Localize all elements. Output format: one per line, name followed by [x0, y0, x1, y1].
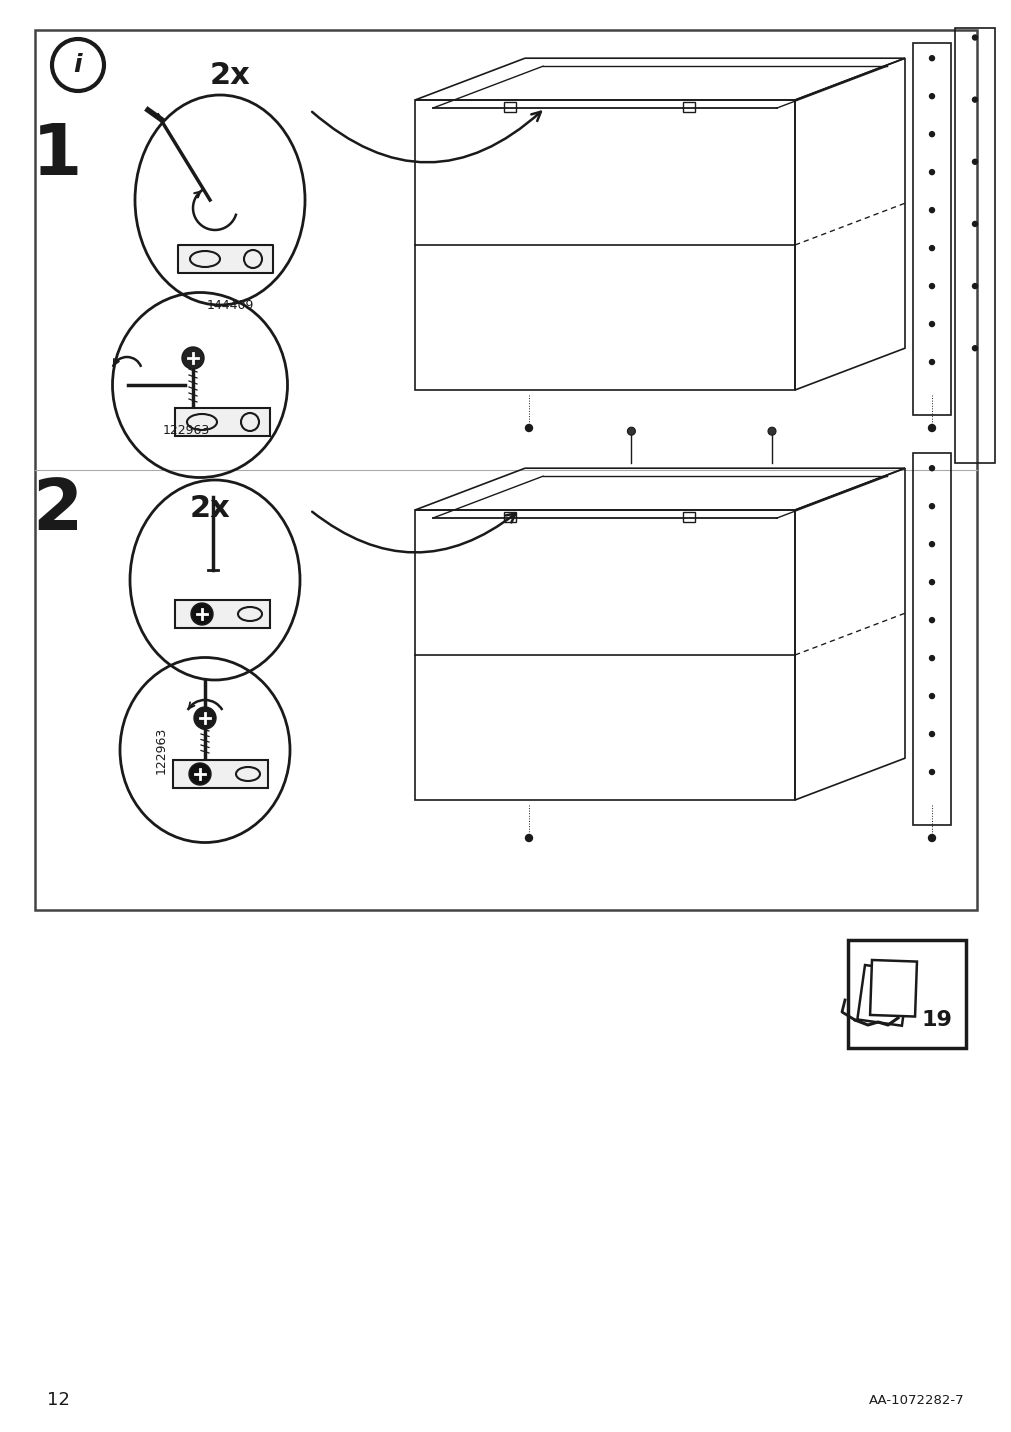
Text: 2x: 2x	[209, 60, 250, 90]
FancyArrowPatch shape	[311, 112, 540, 162]
Circle shape	[928, 656, 933, 660]
Bar	[954, 27, 994, 463]
Circle shape	[972, 159, 977, 165]
FancyArrowPatch shape	[311, 511, 516, 553]
Circle shape	[928, 541, 933, 547]
Circle shape	[928, 132, 933, 136]
Bar	[682, 102, 694, 112]
Circle shape	[972, 34, 977, 40]
Text: 122963: 122963	[155, 726, 168, 773]
Circle shape	[927, 424, 934, 431]
Text: 144409: 144409	[206, 298, 254, 312]
Circle shape	[928, 504, 933, 508]
Circle shape	[928, 169, 933, 175]
Circle shape	[972, 284, 977, 289]
Bar	[912, 43, 950, 415]
Bar	[869, 959, 916, 1017]
Circle shape	[928, 732, 933, 736]
Text: 2: 2	[31, 475, 82, 544]
Circle shape	[972, 345, 977, 351]
Circle shape	[928, 693, 933, 699]
Circle shape	[627, 427, 635, 435]
Circle shape	[928, 284, 933, 289]
Circle shape	[928, 208, 933, 212]
Circle shape	[182, 347, 204, 369]
Circle shape	[928, 617, 933, 623]
Text: i: i	[74, 53, 82, 77]
Circle shape	[928, 359, 933, 365]
Circle shape	[194, 707, 215, 729]
Circle shape	[928, 465, 933, 471]
Circle shape	[767, 427, 775, 435]
Text: 122963: 122963	[163, 424, 210, 437]
Bar	[35, 30, 976, 909]
Bar	[178, 245, 273, 274]
Circle shape	[927, 835, 934, 842]
Bar	[856, 965, 909, 1025]
Text: AA-1072282-7: AA-1072282-7	[868, 1393, 964, 1406]
Bar	[175, 408, 270, 435]
Circle shape	[525, 835, 532, 842]
Circle shape	[928, 580, 933, 584]
Circle shape	[972, 97, 977, 102]
Bar	[682, 513, 694, 523]
Text: 1: 1	[31, 120, 82, 189]
Bar	[503, 513, 516, 523]
Circle shape	[928, 56, 933, 60]
Text: 2x: 2x	[189, 494, 231, 523]
Bar	[175, 600, 270, 629]
Circle shape	[189, 763, 210, 785]
Circle shape	[928, 322, 933, 326]
Bar	[912, 453, 950, 825]
Circle shape	[972, 222, 977, 226]
Bar	[847, 939, 966, 1048]
Text: 12: 12	[47, 1390, 70, 1409]
Circle shape	[928, 93, 933, 99]
Bar	[503, 102, 516, 112]
Circle shape	[928, 246, 933, 251]
Circle shape	[525, 424, 532, 431]
Text: 19: 19	[920, 1010, 951, 1030]
Circle shape	[928, 769, 933, 775]
Bar	[173, 760, 268, 788]
Circle shape	[191, 603, 212, 624]
